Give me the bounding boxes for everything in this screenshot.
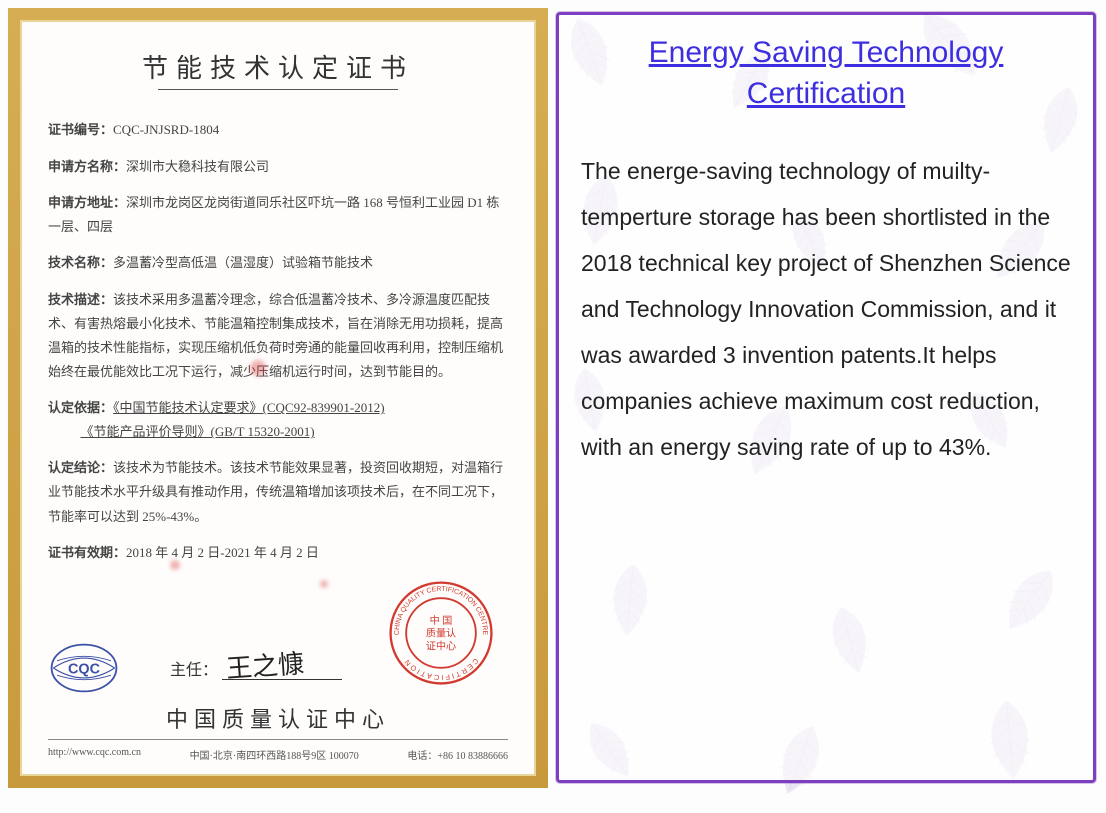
signature-block: 主任： 王之慷 (160, 656, 342, 680)
english-title-line2: Certification (747, 77, 905, 110)
english-title-line1: Energy Saving Technology (649, 36, 1004, 69)
english-body: The energe-saving technology of muilty-t… (581, 148, 1071, 470)
signature-scribble: 王之慷 (225, 643, 305, 685)
label-cert-no: 证书编号： (48, 122, 113, 137)
value-tech-desc: 该技术采用多温蓄冷理念，综合低温蓄冷技术、多冷源温度匹配技术、有害热熔最小化技术… (48, 292, 503, 379)
label-basis: 认定依据： (48, 400, 113, 415)
svg-text:CERTIFICATION: CERTIFICATION (401, 657, 480, 683)
label-tech-desc: 技术描述： (48, 292, 113, 307)
certificate-footer: http://www.cqc.com.cn 中国·北京·南四环西路188号9区 … (48, 747, 508, 762)
value-basis-1: 《中国节能技术认定要求》(CQC92-839901-2012) (113, 400, 385, 415)
value-validity: 2018 年 4 月 2 日-2021 年 4 月 2 日 (126, 545, 319, 560)
svg-text:CQC: CQC (68, 661, 100, 677)
footer-url: http://www.cqc.com.cn (48, 747, 141, 762)
label-address: 申请方地址： (48, 195, 126, 210)
title-underline (158, 89, 398, 90)
field-tech-desc: 技术描述：该技术采用多温蓄冷理念，综合低温蓄冷技术、多冷源温度匹配技术、有害热熔… (48, 288, 508, 384)
footer-address: 中国·北京·南四环西路188号9区 100070 (190, 747, 359, 762)
ink-smudge (250, 360, 266, 376)
value-cert-no: CQC-JNJSRD-1804 (113, 122, 219, 137)
english-panel: Energy Saving Technology Certification T… (556, 12, 1096, 783)
ink-smudge (320, 580, 328, 588)
label-applicant: 申请方名称： (48, 159, 126, 174)
value-conclusion: 该技术为节能技术。该技术节能效果显著，投资回收期短，对温箱行业节能技术水平升级具… (48, 460, 503, 523)
svg-text:中 国: 中 国 (430, 614, 453, 627)
issuing-center-name: 中国质量认证中心 (20, 702, 536, 734)
field-cert-no: 证书编号：CQC-JNJSRD-1804 (48, 118, 508, 143)
main-container: 节能技术认定证书 证书编号：CQC-JNJSRD-1804 申请方名称：深圳市大… (0, 0, 1106, 795)
value-basis-2: 《节能产品评价导则》(GB/T 15320-2001) (81, 424, 315, 439)
value-tech-name: 多温蓄冷型高低温（温湿度）试验箱节能技术 (113, 255, 373, 270)
certificate-title: 节能技术认定证书 (48, 48, 508, 85)
label-tech-name: 技术名称： (48, 255, 113, 270)
signature-label: 主任： (170, 662, 218, 679)
ink-smudge (170, 560, 180, 570)
english-title: Energy Saving Technology Certification (581, 33, 1071, 114)
field-basis: 认定依据：《中国节能技术认定要求》(CQC92-839901-2012) 《节能… (48, 396, 508, 444)
svg-text:证中心: 证中心 (426, 640, 456, 653)
signature-line: 王之慷 (222, 679, 342, 680)
label-conclusion: 认定结论： (48, 460, 113, 475)
label-validity: 证书有效期： (48, 545, 126, 560)
certificate-panel: 节能技术认定证书 证书编号：CQC-JNJSRD-1804 申请方名称：深圳市大… (8, 8, 548, 788)
field-address: 申请方地址：深圳市龙岗区龙岗街道同乐社区吓坑一路 168 号恒利工业园 D1 栋… (48, 191, 508, 239)
value-applicant: 深圳市大稳科技有限公司 (126, 159, 269, 174)
field-conclusion: 认定结论：该技术为节能技术。该技术节能效果显著，投资回收期短，对温箱行业节能技术… (48, 456, 508, 528)
cqc-logo-icon: CQC (48, 640, 120, 696)
svg-text:质量认: 质量认 (426, 627, 456, 640)
footer-phone: 电话：+86 10 83886666 (407, 747, 508, 762)
field-tech-name: 技术名称：多温蓄冷型高低温（温湿度）试验箱节能技术 (48, 251, 508, 276)
footer-divider (48, 739, 508, 740)
field-applicant: 申请方名称：深圳市大稳科技有限公司 (48, 155, 508, 180)
field-validity: 证书有效期：2018 年 4 月 2 日-2021 年 4 月 2 日 (48, 541, 508, 566)
official-stamp-icon: CHINA QUALITY CERTIFICATION CENTRE CERTI… (386, 578, 496, 688)
